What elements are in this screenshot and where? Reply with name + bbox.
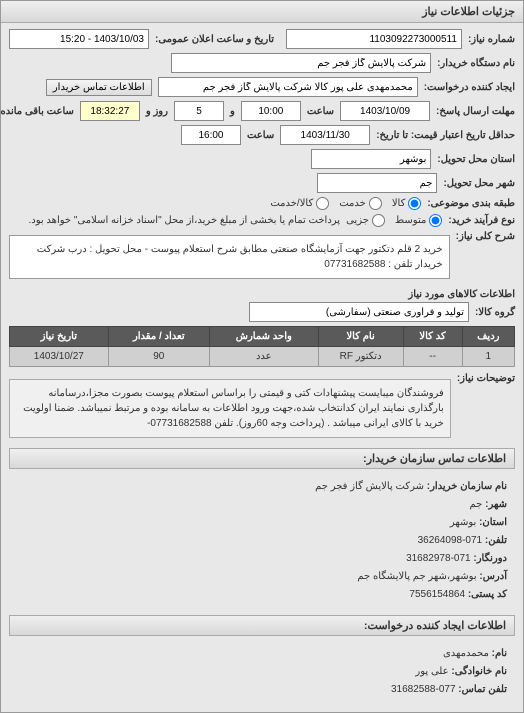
goods-table-body: 1 -- دتکتور RF عدد 90 1403/10/27 (10, 347, 515, 367)
row-deadline: مهلت ارسال پاسخ: ساعت و روز و ساعت باقی … (9, 101, 515, 121)
col-row: ردیف (462, 327, 514, 347)
row-province: استان محل تحویل: (9, 149, 515, 169)
cell-code: -- (403, 347, 462, 367)
deadline-label: مهلت ارسال پاسخ: (436, 106, 515, 117)
remain-suffix: ساعت باقی مانده (0, 106, 73, 117)
time-label-2: ساعت (247, 130, 274, 141)
contact-creator-header: اطلاعات ایجاد کننده درخواست: (9, 615, 515, 636)
phone-line: تلفن: 071-36264098 (17, 533, 507, 549)
row-req-no: شماره نیاز: تاریخ و ساعت اعلان عمومی: (9, 29, 515, 49)
requester-field[interactable] (171, 53, 431, 73)
row-price-validity: حداقل تاریخ اعتبار قیمت: تا تاریخ: ساعت (9, 125, 515, 145)
province-label: استان محل تحویل: (437, 154, 515, 165)
time-label-1: ساعت (307, 106, 334, 117)
buy-process-radio-group: متوسط جزیی (346, 214, 442, 227)
contact-creator-block: نام: محمدمهدی نام خانوادگی: علی پور تلفن… (9, 640, 515, 706)
remain-time-field[interactable] (80, 101, 140, 121)
cell-name: دتکتور RF (318, 347, 403, 367)
row-buy-process: نوع فرآیند خرید: متوسط جزیی پرداخت تمام … (9, 214, 515, 227)
row-requester: نام دستگاه خریدار: (9, 53, 515, 73)
postal-line: کد پستی: 7556154864 (17, 587, 507, 603)
pub-dt-field[interactable] (9, 29, 149, 49)
contact-buyer-button[interactable]: اطلاعات تماس خریدار (46, 79, 152, 96)
buy-proc-opt1[interactable]: متوسط (395, 214, 442, 227)
col-name: نام کالا (318, 327, 403, 347)
buy-process-label: نوع فرآیند خرید: (448, 215, 515, 226)
day-label: روز و (146, 106, 168, 117)
col-qty: تعداد / مقدار (108, 327, 209, 347)
contact-buyer-header: اطلاعات تماس سازمان خریدار: (9, 448, 515, 469)
row-city: شهر محل تحویل: (9, 173, 515, 193)
deadline-time-field[interactable] (241, 101, 301, 121)
remain-days-field[interactable] (174, 101, 224, 121)
description-box: خرید 2 قلم دتکتور جهت آزمایشگاه صنعتی مط… (9, 235, 450, 279)
notes-label: توضیحات نیاز: (457, 373, 515, 384)
subject-class-label: طبقه بندی موضوعی: (427, 198, 515, 209)
buy-proc-opt2[interactable]: جزیی (346, 214, 385, 227)
table-row: 1 -- دتکتور RF عدد 90 1403/10/27 (10, 347, 515, 367)
goods-table: ردیف کد کالا نام کالا واحد شمارش تعداد /… (9, 326, 515, 367)
req-no-label: شماره نیاز: (468, 34, 515, 45)
row-goods-group: گروه کالا: (9, 302, 515, 322)
row-creator: ایجاد کننده درخواست: اطلاعات تماس خریدار (9, 77, 515, 97)
lname-line: نام خانوادگی: علی پور (17, 664, 507, 680)
subject-class-opt3[interactable]: کالا/خدمت (270, 197, 329, 210)
row-description: شرح کلی نیاز: خرید 2 قلم دتکتور جهت آزما… (9, 231, 515, 283)
cell-qty: 90 (108, 347, 209, 367)
col-unit: واحد شمارش (209, 327, 318, 347)
pub-dt-label: تاریخ و ساعت اعلان عمومی: (155, 34, 274, 45)
goods-group-field[interactable] (249, 302, 469, 322)
need-details-panel: جزئیات اطلاعات نیاز شماره نیاز: تاریخ و … (0, 0, 524, 713)
panel-body: شماره نیاز: تاریخ و ساعت اعلان عمومی: نا… (1, 23, 523, 712)
province-field[interactable] (311, 149, 431, 169)
contact-buyer-block: نام سازمان خریدار: شرکت پالایش گاز فجر ج… (9, 473, 515, 611)
subject-class-radio-group: کالا خدمت کالا/خدمت (270, 197, 421, 210)
cell-date: 1403/10/27 (10, 347, 109, 367)
city-label: شهر محل تحویل: (443, 178, 515, 189)
addr-line: آدرس: بوشهر،شهر جم پالایشگاه جم (17, 569, 507, 585)
goods-group-label: گروه کالا: (475, 307, 515, 318)
row-notes: توضیحات نیاز: فروشندگان میبایست پیشنهادا… (9, 373, 515, 444)
prov-line: استان: بوشهر (17, 515, 507, 531)
org-line: نام سازمان خریدار: شرکت پالایش گاز فجر ج… (17, 479, 507, 495)
deadline-date-field[interactable] (340, 101, 430, 121)
goods-header: اطلاعات کالاهای مورد نیاز (9, 289, 515, 300)
creator-label: ایجاد کننده درخواست: (424, 82, 515, 93)
col-date: تاریخ نیاز (10, 327, 109, 347)
panel-title: جزئیات اطلاعات نیاز (1, 1, 523, 23)
fax-line: دورنگار: 071-31682978 (17, 551, 507, 567)
price-valid-time-field[interactable] (181, 125, 241, 145)
subject-class-opt1[interactable]: کالا (392, 197, 422, 210)
city-field[interactable] (317, 173, 437, 193)
and-label: و (230, 106, 235, 117)
name-line: نام: محمدمهدی (17, 646, 507, 662)
cell-unit: عدد (209, 347, 318, 367)
row-subject-class: طبقه بندی موضوعی: کالا خدمت کالا/خدمت (9, 197, 515, 210)
price-valid-label: حداقل تاریخ اعتبار قیمت: تا تاریخ: (376, 130, 515, 141)
notes-box: فروشندگان میبایست پیشنهادات کتی و قیمتی … (9, 379, 451, 438)
req-no-field[interactable] (286, 29, 462, 49)
cphone-line: تلفن تماس: 077-31682588 (17, 682, 507, 698)
creator-field[interactable] (158, 77, 418, 97)
price-valid-date-field[interactable] (280, 125, 370, 145)
requester-label: نام دستگاه خریدار: (437, 58, 515, 69)
desc-label: شرح کلی نیاز: (456, 231, 515, 242)
subject-class-opt2[interactable]: خدمت (339, 197, 382, 210)
cell-row: 1 (462, 347, 514, 367)
buy-process-note: پرداخت تمام یا بخشی از مبلغ خرید،از محل … (28, 215, 340, 226)
city-line: شهر: جم (17, 497, 507, 513)
col-code: کد کالا (403, 327, 462, 347)
goods-table-head: ردیف کد کالا نام کالا واحد شمارش تعداد /… (10, 327, 515, 347)
